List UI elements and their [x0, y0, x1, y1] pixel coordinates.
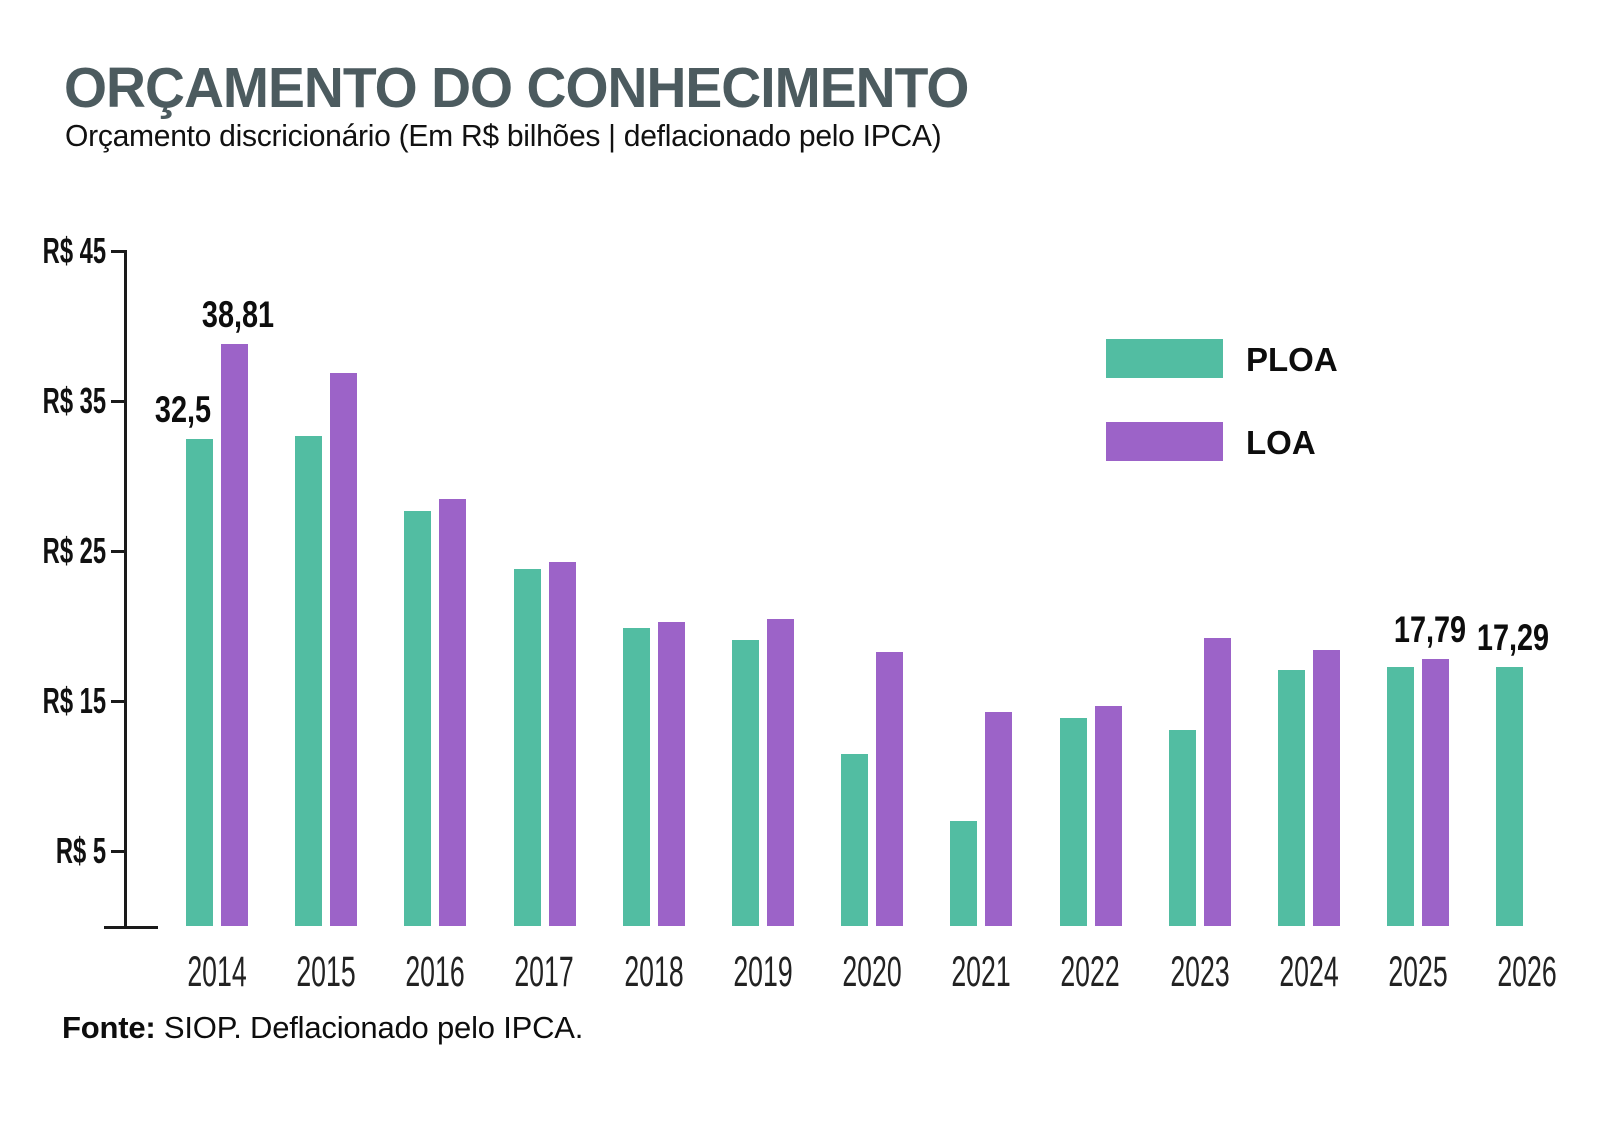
- x-label-2021: 2021: [951, 948, 1011, 996]
- value-label-loa-2025: 17,79: [1393, 609, 1466, 651]
- bar-loa-2016: [439, 498, 467, 926]
- x-label-2026: 2026: [1497, 948, 1557, 996]
- bar-ploa-2016: [404, 510, 432, 926]
- x-axis-baseline: [104, 926, 158, 929]
- bar-loa-2017: [548, 561, 576, 926]
- x-label-2019: 2019: [733, 948, 793, 996]
- bar-ploa-2026: [1496, 666, 1524, 926]
- bar-ploa-2017: [513, 569, 541, 926]
- bar-ploa-2025: [1387, 666, 1415, 926]
- y-tick-label-15: R$ 15: [42, 680, 106, 721]
- bar-ploa-2018: [622, 627, 650, 926]
- x-label-2023: 2023: [1169, 948, 1230, 996]
- value-label-ploa-2026: 17,29: [1476, 616, 1550, 658]
- legend-label-loa: LOA: [1246, 424, 1316, 461]
- x-label-2017: 2017: [514, 948, 575, 996]
- loa-color-swatch: [1106, 422, 1223, 461]
- y-tick-label-25: R$ 25: [42, 530, 106, 571]
- source-label: Fonte:: [62, 1010, 156, 1045]
- bar-loa-2018: [657, 621, 685, 926]
- bar-ploa-2019: [732, 639, 759, 926]
- bar-loa-2022: [1094, 705, 1122, 926]
- y-tick-45: [111, 249, 127, 253]
- source-note: Fonte: SIOP. Deflacionado pelo IPCA.: [62, 1010, 583, 1046]
- bar-ploa-2015: [295, 435, 323, 926]
- bar-loa-2021: [985, 711, 1013, 926]
- bar-ploa-2024: [1278, 669, 1305, 926]
- bar-loa-2014: [221, 343, 248, 926]
- bar-loa-2015: [330, 372, 358, 926]
- bar-loa-2020: [876, 651, 904, 926]
- x-label-2014: 2014: [187, 948, 247, 996]
- bar-ploa-2014: [186, 438, 213, 926]
- x-label-2025: 2025: [1388, 948, 1448, 996]
- y-tick-35: [111, 399, 127, 403]
- bar-loa-2024: [1313, 650, 1340, 926]
- y-axis-line: [124, 251, 127, 926]
- y-tick-25: [111, 549, 127, 553]
- bar-ploa-2021: [950, 821, 978, 926]
- ploa-color-swatch: [1106, 339, 1223, 378]
- value-label-ploa-2014: 32,5: [154, 388, 211, 430]
- legend-label-ploa: PLOA: [1246, 341, 1338, 378]
- y-tick-label-45: R$ 45: [42, 230, 106, 271]
- y-tick-15: [111, 699, 127, 703]
- page-title: ORÇAMENTO DO CONHECIMENTO: [64, 56, 969, 120]
- bar-loa-2019: [767, 618, 794, 926]
- x-label-2022: 2022: [1060, 948, 1121, 996]
- bar-loa-2025: [1422, 659, 1450, 926]
- bar-ploa-2023: [1168, 729, 1196, 926]
- source-text: SIOP. Deflacionado pelo IPCA.: [155, 1010, 584, 1045]
- bar-loa-2023: [1203, 638, 1231, 926]
- value-label-loa-2014: 38,81: [201, 293, 274, 335]
- bar-ploa-2020: [841, 753, 869, 926]
- x-label-2020: 2020: [842, 948, 902, 996]
- x-label-2018: 2018: [623, 948, 684, 996]
- y-tick-5: [111, 849, 127, 853]
- x-label-2015: 2015: [296, 948, 356, 996]
- y-tick-label-35: R$ 35: [42, 380, 106, 421]
- y-tick-label-5: R$ 5: [55, 830, 106, 871]
- page-subtitle: Orçamento discricionário (Em R$ bilhões …: [65, 118, 942, 153]
- x-label-2016: 2016: [405, 948, 465, 996]
- x-label-2024: 2024: [1279, 948, 1339, 996]
- bar-ploa-2022: [1059, 717, 1087, 926]
